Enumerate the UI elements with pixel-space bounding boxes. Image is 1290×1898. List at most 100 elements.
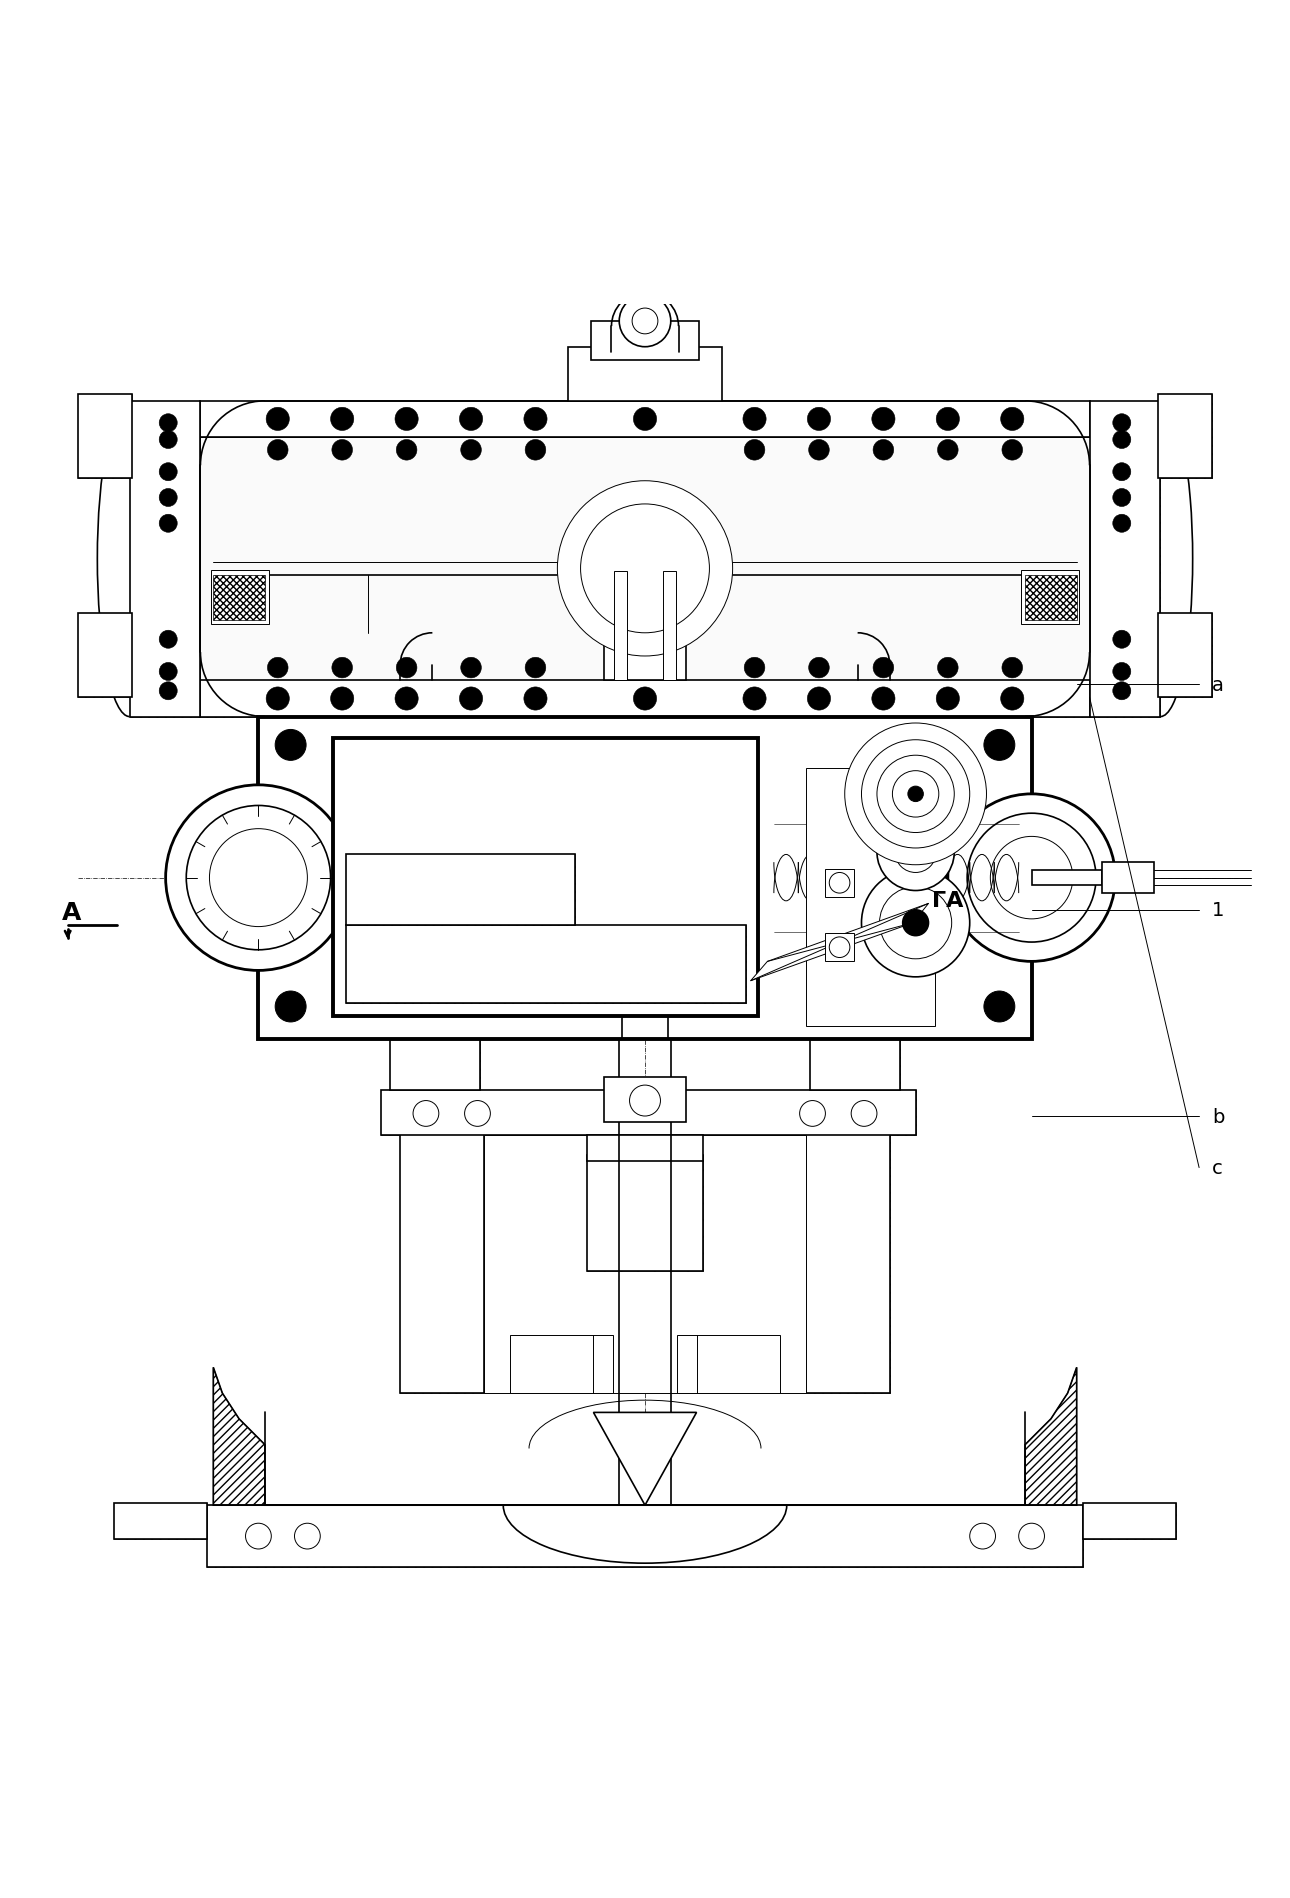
Bar [1103,864,1155,894]
Circle shape [525,440,546,461]
Bar [200,402,1090,438]
Circle shape [459,687,482,710]
Bar [1090,402,1161,717]
Bar [210,569,268,624]
Bar [77,395,132,478]
Bar [1158,615,1213,698]
Bar [826,869,854,898]
Circle shape [275,991,306,1023]
Circle shape [809,440,829,461]
Circle shape [1113,683,1131,700]
Circle shape [524,408,547,431]
Bar [200,681,1090,717]
Circle shape [743,408,766,431]
Bar [390,1040,480,1091]
Circle shape [895,831,937,873]
Circle shape [159,463,177,482]
Circle shape [267,659,288,678]
Bar [200,402,1090,438]
Circle shape [1113,463,1131,482]
Circle shape [880,886,952,958]
Text: 1: 1 [1213,902,1224,921]
Bar [381,1091,916,1135]
Circle shape [525,659,546,678]
Circle shape [209,829,307,926]
Circle shape [991,837,1073,919]
Circle shape [829,938,850,958]
Bar [510,1336,613,1393]
Bar [1158,395,1213,478]
Bar [1084,1503,1176,1539]
Bar [677,1336,780,1393]
Circle shape [1113,630,1131,649]
Circle shape [266,408,289,431]
Circle shape [1002,659,1023,678]
Circle shape [159,630,177,649]
Circle shape [461,659,481,678]
Circle shape [893,771,939,818]
Circle shape [461,440,481,461]
Circle shape [396,659,417,678]
Polygon shape [593,1412,697,1505]
Circle shape [873,440,894,461]
Circle shape [845,723,987,865]
Bar [568,347,722,402]
Bar [826,934,854,962]
Circle shape [984,731,1015,761]
Bar [114,1503,206,1539]
Bar [1022,569,1080,624]
Circle shape [159,490,177,507]
Circle shape [1113,662,1131,681]
Circle shape [862,869,970,977]
Polygon shape [213,1368,1077,1505]
Circle shape [877,814,955,890]
Circle shape [808,687,831,710]
Bar [114,1503,206,1539]
Circle shape [800,1101,826,1127]
Circle shape [1113,514,1131,533]
Circle shape [938,659,958,678]
Circle shape [632,309,658,334]
Circle shape [948,795,1116,962]
Circle shape [1113,414,1131,433]
Bar [484,1135,806,1393]
Circle shape [186,807,330,951]
Circle shape [275,731,306,761]
Bar [1158,615,1213,698]
Bar [346,854,575,926]
Bar [346,926,746,1004]
Circle shape [330,408,353,431]
Bar [206,1505,1084,1568]
Circle shape [873,659,894,678]
Bar [587,1135,703,1162]
Circle shape [245,1524,271,1549]
Bar [400,1124,484,1393]
Circle shape [459,408,482,431]
Circle shape [809,659,829,678]
Circle shape [862,740,970,848]
Bar [604,1078,686,1124]
Bar [333,738,759,1015]
Circle shape [267,440,288,461]
Circle shape [580,505,710,634]
Circle shape [464,1101,490,1127]
Circle shape [743,687,766,710]
Circle shape [1001,408,1024,431]
Circle shape [159,414,177,433]
Circle shape [872,408,895,431]
Bar [400,1124,484,1393]
Bar [1158,395,1213,478]
Bar [614,571,627,681]
Bar [77,615,132,698]
Bar [806,1124,890,1393]
Bar [510,1336,613,1393]
Bar [346,854,575,926]
Circle shape [159,662,177,681]
Circle shape [968,814,1096,943]
Circle shape [744,440,765,461]
Circle shape [159,431,177,450]
Bar [200,681,1090,717]
Circle shape [808,408,831,431]
Circle shape [332,659,352,678]
Polygon shape [751,903,929,981]
